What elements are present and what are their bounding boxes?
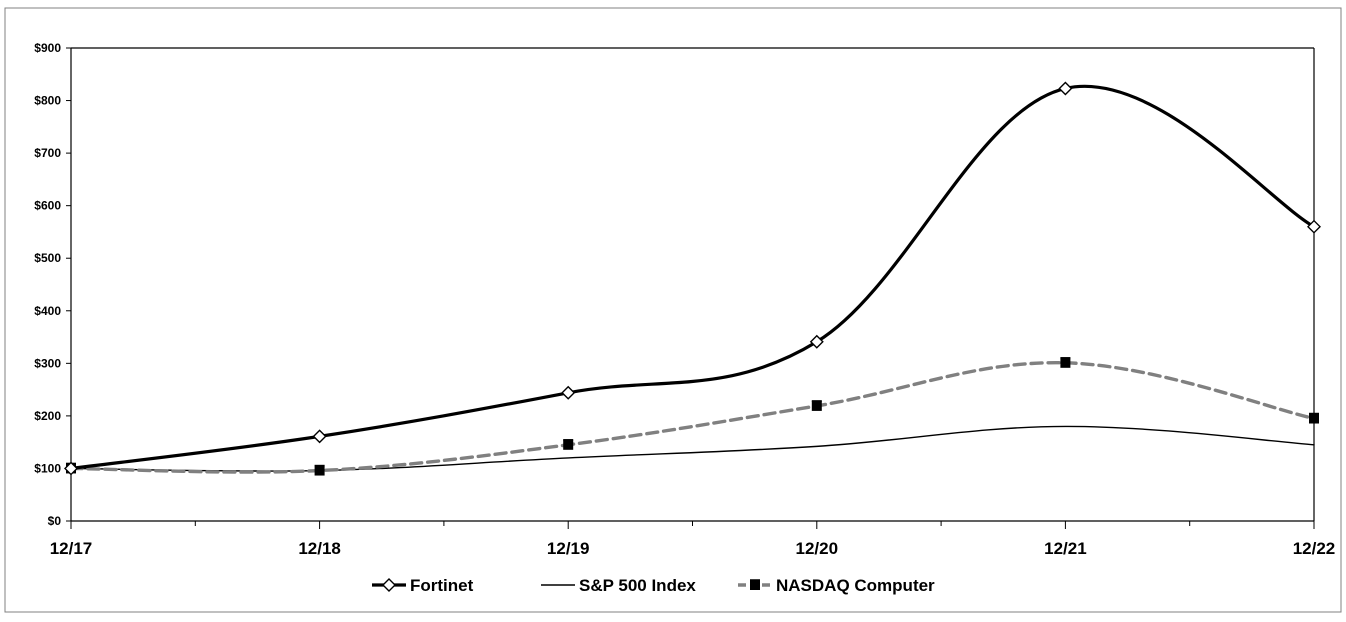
y-axis-tick-labels: $0 $100 $200 $300 $400 $500 $600 $700 $800 $900: [34, 41, 61, 528]
x-tick-label: 12/21: [1044, 539, 1087, 558]
y-tick-label: $200: [34, 409, 61, 423]
data-point-nasdaq-computer-square: [811, 400, 822, 411]
data-point-nasdaq-computer-square: [1060, 357, 1071, 368]
legend-label: NASDAQ Computer: [776, 576, 935, 595]
series-lines: [69, 84, 1316, 474]
series-markers: [64, 81, 1321, 476]
x-tick-label: 12/18: [298, 539, 341, 558]
data-point-fortinet: [1058, 81, 1073, 96]
legend-item: NASDAQ Computer: [738, 576, 935, 595]
data-point-nasdaq-computer-square: [1309, 413, 1319, 424]
y-tick-label: $400: [34, 304, 61, 318]
series-line-fortinet: [69, 84, 1316, 471]
legend-marker-square: [750, 580, 760, 590]
data-point-nasdaq-computer: [1309, 412, 1319, 424]
x-tick-label: 12/17: [50, 539, 93, 558]
legend-label: Fortinet: [410, 576, 474, 595]
legend-label: S&P 500 Index: [579, 576, 696, 595]
data-point-nasdaq-computer: [1060, 357, 1071, 368]
data-point-nasdaq-computer-square: [563, 439, 574, 450]
x-tick-label: 12/22: [1293, 539, 1336, 558]
data-point-fortinet: [64, 461, 78, 476]
y-tick-label: $700: [34, 146, 61, 160]
x-axis-tick-labels: 12/17 12/18 12/19 12/20 12/21 12/22: [50, 539, 1336, 558]
series-line-nasdaq-computer: [69, 361, 1316, 474]
data-point-fortinet: [809, 334, 824, 349]
series-line-s-p-500-index: [70, 425, 1315, 472]
legend-item: Fortinet: [372, 576, 474, 595]
data-point-nasdaq-computer: [563, 439, 574, 450]
x-tick-label: 12/19: [547, 539, 590, 558]
legend-marker: [750, 579, 760, 590]
data-point-nasdaq-computer-square: [314, 465, 325, 476]
legend-marker: [382, 578, 396, 592]
legend-item: S&P 500 Index: [541, 576, 696, 595]
y-tick-label: $0: [48, 514, 62, 528]
y-tick-label: $100: [34, 461, 61, 475]
y-tick-label: $800: [34, 94, 61, 108]
axes: [66, 47, 1315, 529]
data-point-fortinet: [1307, 219, 1321, 234]
legend: Fortinet S&P 500 Index NASDAQ Computer: [372, 576, 935, 595]
data-point-nasdaq-computer: [811, 400, 822, 411]
chart-border: [4, 7, 1342, 613]
y-tick-label: $500: [34, 251, 61, 265]
data-point-nasdaq-computer: [314, 464, 325, 476]
data-point-fortinet: [312, 429, 327, 444]
y-tick-label: $900: [34, 41, 61, 55]
x-tick-label: 12/20: [796, 539, 839, 558]
y-tick-label: $300: [34, 356, 61, 370]
data-point-fortinet: [561, 385, 576, 400]
y-tick-label: $600: [34, 199, 61, 213]
